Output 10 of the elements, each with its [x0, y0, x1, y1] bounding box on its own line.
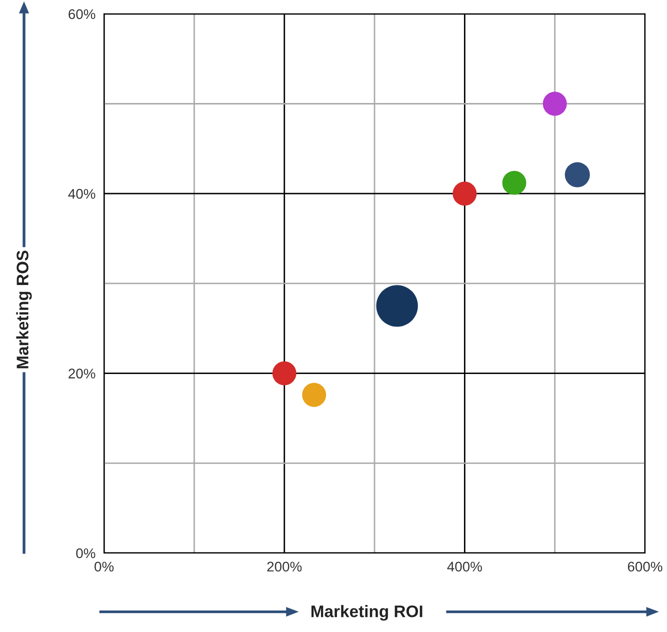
y-tick-label: 40%	[68, 188, 96, 199]
x-tick-label: 600%	[628, 562, 662, 572]
x-tick-label: 400%	[447, 562, 482, 572]
x-tick-label: 0%	[94, 562, 114, 572]
x-axis-title: Marketing ROI	[311, 605, 422, 621]
x-tick-label: 200%	[267, 562, 302, 572]
y-tick-label: 0%	[76, 548, 96, 558]
y-tick-label: 60%	[68, 9, 96, 20]
y-axis-title: Marketing ROS	[16, 250, 32, 368]
y-tick-label: 20%	[68, 368, 96, 378]
